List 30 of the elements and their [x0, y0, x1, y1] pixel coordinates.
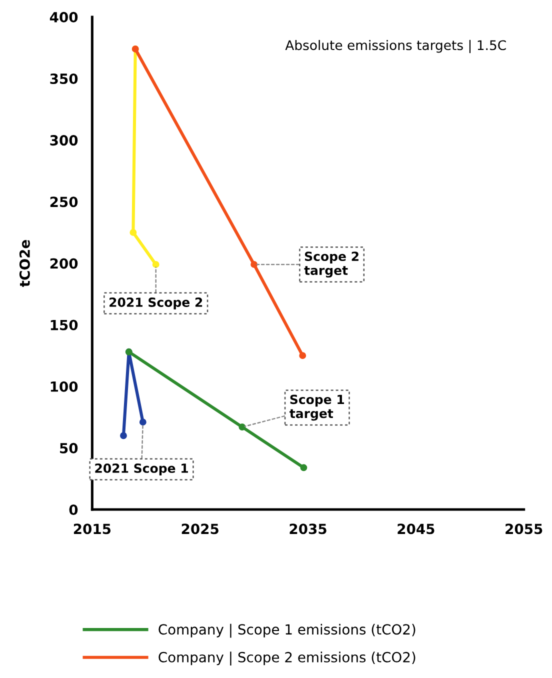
point — [130, 228, 137, 236]
x-tick-label: 2025 — [182, 524, 218, 534]
y-tick-label: 350 — [50, 73, 78, 84]
annotation: 2021 Scope 1 — [95, 463, 188, 476]
point — [250, 260, 258, 268]
point — [300, 464, 308, 472]
text: Absolute emissions targets | 1.5C — [285, 40, 506, 54]
point — [139, 418, 146, 426]
y-axis-title: tCO2e — [19, 240, 30, 287]
y-tick-label: 250 — [50, 196, 78, 208]
x-tick-label: 2045 — [398, 524, 434, 534]
y-tick-label: 200 — [50, 258, 78, 269]
point — [152, 260, 160, 268]
y-tick-label: 150 — [50, 320, 78, 330]
x-tick-label: 2055 — [506, 524, 542, 534]
legend-label: Company | Scope 2 emissions (tCO2) — [158, 652, 416, 666]
x-tick-label: 2015 — [74, 524, 111, 534]
point — [120, 432, 127, 440]
y-tick-label: 0 — [69, 504, 78, 515]
y-tick-label: 300 — [50, 135, 78, 146]
y-tick-label: 400 — [50, 12, 78, 22]
y-tick-label: 100 — [50, 381, 78, 392]
annotation: 2021 Scope 2 — [110, 298, 202, 310]
point — [238, 424, 246, 430]
point — [299, 352, 306, 360]
annotation: Scope 2 target — [304, 252, 358, 278]
y-tick-label: 50 — [60, 442, 78, 454]
x-tick-label: 2035 — [290, 524, 326, 534]
legend-label: Company | Scope 1 emissions (tCO2) — [158, 624, 416, 638]
annotation: Scope 1 target — [290, 394, 344, 421]
